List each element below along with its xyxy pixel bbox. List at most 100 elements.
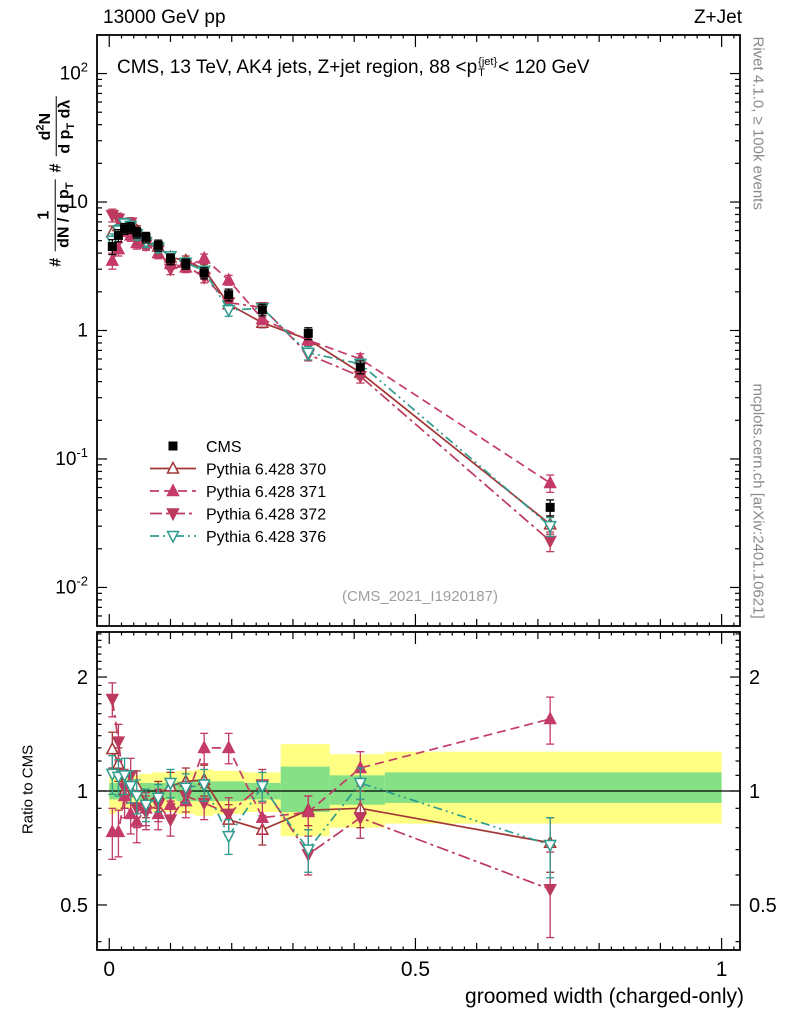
mcplots-credit-label: mcplots.cern.ch [arXiv:2401.10621] <box>749 383 767 619</box>
data-point-marker <box>165 254 175 264</box>
data-point-marker <box>221 304 236 318</box>
main-y-tick-label: 1 <box>77 321 88 342</box>
uncertainty-bands <box>109 744 722 837</box>
legend-item-pythia-6-428-372: Pythia 6.428 372 <box>150 507 326 524</box>
main-panel-frame <box>96 34 741 627</box>
data-point-marker <box>301 844 316 858</box>
data-point-marker <box>543 711 557 725</box>
data-point-marker <box>221 830 236 844</box>
series-main-cms <box>107 222 555 517</box>
data-point-marker <box>117 770 132 783</box>
data-point-marker <box>163 777 178 791</box>
data-point-marker <box>543 839 557 853</box>
data-point-marker <box>120 224 130 234</box>
data-point-marker <box>111 824 126 838</box>
ratio-y-tick-label: 1 <box>77 781 88 803</box>
data-point-marker <box>179 782 193 796</box>
legend-item-cms: CMS <box>168 439 242 456</box>
ratio-y-tick-label-right: 2 <box>749 667 760 689</box>
process-label: Z+Jet <box>693 7 742 28</box>
data-point-marker <box>543 475 557 489</box>
data-point-marker <box>197 250 211 264</box>
pt-superscript: {jet} <box>478 56 498 68</box>
legend-item-pythia-6-428-370: Pythia 6.428 370 <box>150 460 326 479</box>
pt-subscript: T <box>478 67 485 79</box>
hash-symbol: # <box>47 257 65 267</box>
y-axis-label-ratio: Ratio to CMS <box>19 744 37 835</box>
data-point-marker <box>105 252 120 266</box>
plot-title-text: CMS, 13 TeV, AK4 jets, Z+jet region, 88 … <box>117 57 478 79</box>
data-point-marker <box>166 530 180 544</box>
x-tick-label: 0.5 <box>401 958 430 981</box>
data-point-marker <box>139 799 153 813</box>
data-point-marker <box>255 311 270 325</box>
data-point-marker <box>301 347 316 361</box>
series-ratio-pythia-6-428-376 <box>105 754 557 879</box>
data-point-marker <box>257 305 267 315</box>
data-point-marker <box>105 693 120 707</box>
main-y-tick-label: 102 <box>60 60 88 85</box>
data-point-marker <box>255 780 270 794</box>
x-tick-label: 0 <box>103 958 115 981</box>
data-point-marker <box>153 240 163 250</box>
legend-label: Pythia 6.428 372 <box>206 507 326 524</box>
normalization-fraction: 1 dN / d pT <box>35 179 76 251</box>
data-point-marker <box>199 268 209 278</box>
inner-uncertainty-band <box>384 772 722 803</box>
data-point-marker <box>353 812 368 826</box>
ratio-y-tick-label: 2 <box>77 667 88 689</box>
data-point-marker <box>166 483 180 497</box>
y-axis-label-main: #1 dN / d pT # d2N d pT dλ <box>34 21 78 341</box>
data-point-marker <box>111 736 126 750</box>
data-point-marker <box>181 259 191 269</box>
data-point-marker <box>166 460 180 474</box>
pt-jet-supsub: {jet} T <box>478 57 497 79</box>
data-point-marker <box>353 777 368 791</box>
data-point-marker <box>221 740 236 754</box>
data-point-marker <box>151 792 165 806</box>
legend-label: Pythia 6.428 370 <box>206 462 326 479</box>
inner-uncertainty-band <box>280 766 330 813</box>
rivet-version-label: Rivet 4.1.0, ≥ 100k events <box>749 36 767 210</box>
x-axis-label: groomed width (charged-only) <box>465 985 744 1008</box>
data-point-marker <box>543 520 557 534</box>
data-point-marker <box>123 806 138 820</box>
data-point-marker <box>255 810 270 823</box>
legend: CMS Pythia 6.428 370 Pythia 6.428 371 Pythi… <box>150 439 326 546</box>
data-point-marker <box>132 227 142 237</box>
plot-title-text-end: < 120 GeV <box>498 57 590 79</box>
beam-energy-label: 13000 GeV pp <box>103 7 226 28</box>
legend-item-pythia-6-428-371: Pythia 6.428 371 <box>150 483 326 501</box>
legend-label: Pythia 6.428 371 <box>206 484 326 501</box>
data-point-marker <box>224 290 234 300</box>
data-point-marker <box>126 223 136 233</box>
data-point-marker <box>107 242 117 252</box>
data-point-marker <box>197 779 211 793</box>
data-point-marker <box>543 535 557 549</box>
data-point-marker <box>221 808 236 822</box>
ratio-y-tick-label: 0.5 <box>60 895 88 917</box>
axis-ticks <box>97 35 740 950</box>
data-point-marker <box>301 804 316 818</box>
data-point-marker <box>141 232 151 242</box>
data-point-marker <box>123 780 138 794</box>
legend-label: CMS <box>206 439 242 456</box>
main-y-tick-label: 10-2 <box>55 573 88 598</box>
plot-title: CMS, 13 TeV, AK4 jets, Z+jet region, 88 … <box>117 57 590 79</box>
legend-label: Pythia 6.428 376 <box>206 529 326 546</box>
data-point-marker <box>545 502 555 512</box>
ratio-y-tick-label-right: 0.5 <box>749 895 777 917</box>
legend-item-pythia-6-428-376: Pythia 6.428 376 <box>150 529 326 546</box>
analysis-id-watermark: (CMS_2021_I1920187) <box>342 588 498 605</box>
hash-symbol: # <box>47 163 65 173</box>
axis-tick-labels: 102 10 1 10-1 10-2 2 2 1 1 0.5 0.5 0 0.5 1 <box>55 60 777 981</box>
main-y-tick-label: 10 <box>67 192 88 213</box>
ratio-y-tick-label-right: 1 <box>749 781 760 803</box>
data-point-marker <box>543 884 557 897</box>
main-y-tick-label: 10-1 <box>55 445 88 470</box>
data-point-marker <box>166 508 180 522</box>
data-point-marker <box>130 790 144 804</box>
data-point-marker <box>197 740 211 754</box>
data-point-marker <box>221 272 236 286</box>
